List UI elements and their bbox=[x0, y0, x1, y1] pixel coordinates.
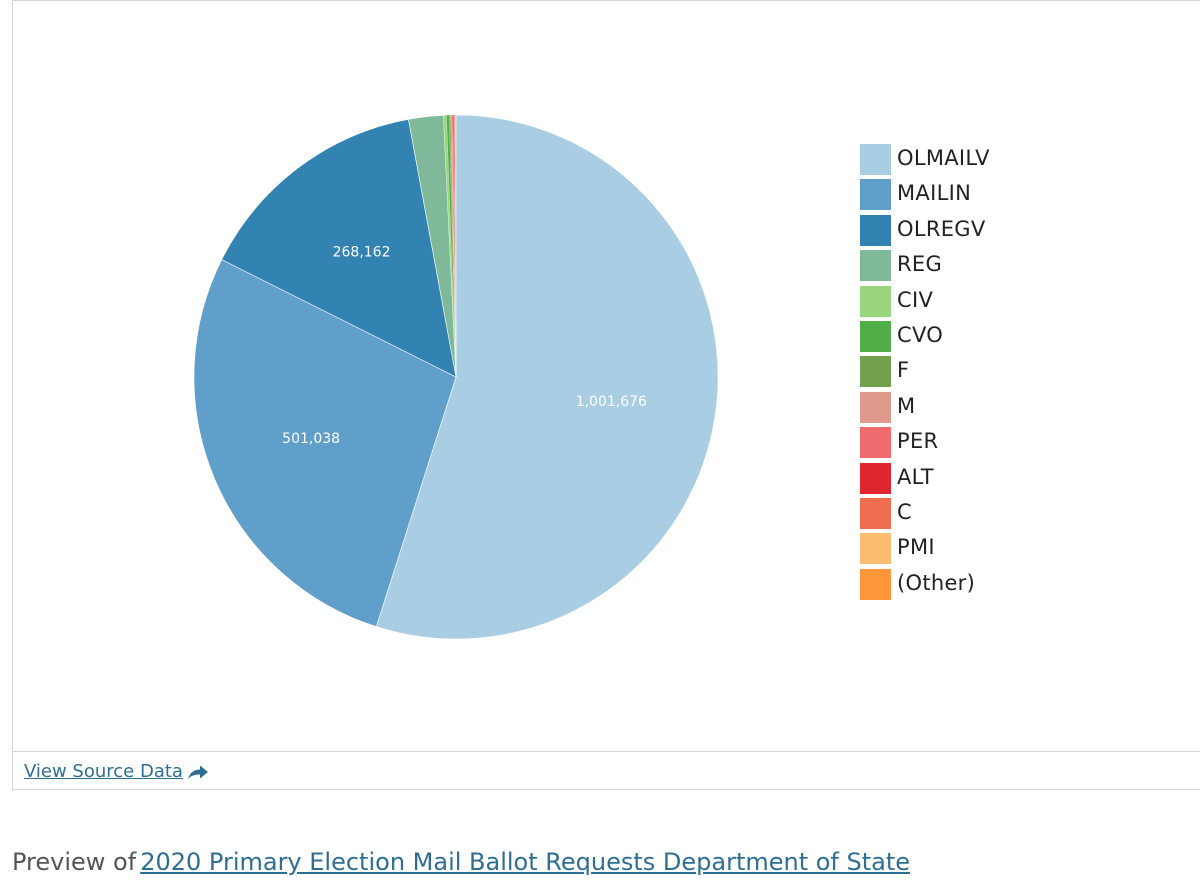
legend-swatch bbox=[860, 427, 891, 459]
legend-swatch bbox=[860, 179, 891, 211]
legend-swatch bbox=[860, 285, 891, 317]
legend-swatch bbox=[860, 214, 891, 246]
legend-label: ALT bbox=[897, 464, 934, 489]
chart-card: 1,001,676 501,038 268,162 OLMAILV MAILIN OLR… bbox=[12, 0, 1200, 790]
legend-label: CIV bbox=[897, 287, 934, 312]
legend-label: PMI bbox=[897, 535, 935, 560]
pie-chart: 1,001,676 501,038 268,162 bbox=[193, 114, 719, 640]
legend-swatch bbox=[860, 356, 891, 388]
preview-prefix: Preview of bbox=[12, 848, 137, 876]
preview-caption: Preview of 2020 Primary Election Mail Bal… bbox=[12, 848, 910, 876]
view-source-data-link[interactable]: View Source Data bbox=[24, 761, 183, 782]
legend-label: F bbox=[897, 358, 910, 383]
card-footer: View Source Data bbox=[13, 751, 1200, 791]
legend-swatch bbox=[860, 462, 891, 494]
share-arrow-icon[interactable] bbox=[187, 764, 209, 780]
data-label: 268,162 bbox=[333, 244, 391, 260]
legend-swatch bbox=[860, 144, 891, 175]
chart-area: 1,001,676 501,038 268,162 OLMAILV MAILIN OLR… bbox=[13, 1, 1200, 751]
legend-label: M bbox=[897, 393, 916, 418]
legend-label: REG bbox=[897, 252, 943, 277]
legend-swatch bbox=[860, 320, 891, 352]
legend-swatch bbox=[860, 568, 891, 600]
legend-label: OLREGV bbox=[897, 216, 986, 241]
legend-label: MAILIN bbox=[897, 181, 972, 206]
legend-swatch bbox=[860, 250, 891, 282]
data-label: 1,001,676 bbox=[576, 394, 647, 410]
legend-label: C bbox=[897, 499, 912, 524]
pie-slice-olmailv[interactable] bbox=[375, 114, 719, 640]
legend-swatch bbox=[860, 497, 891, 529]
legend-label: OLMAILV bbox=[897, 146, 990, 170]
pie-slice-olregv[interactable] bbox=[221, 119, 457, 378]
legend-swatch bbox=[860, 533, 891, 565]
legend-swatch bbox=[860, 391, 891, 423]
legend-label: PER bbox=[897, 429, 939, 454]
legend-label: (Other) bbox=[897, 570, 976, 595]
dataset-link[interactable]: 2020 Primary Election Mail Ballot Reques… bbox=[140, 848, 911, 876]
pie-slice-mailin[interactable] bbox=[193, 259, 457, 627]
legend-label: CVO bbox=[897, 322, 944, 347]
data-label: 501,038 bbox=[282, 431, 340, 447]
